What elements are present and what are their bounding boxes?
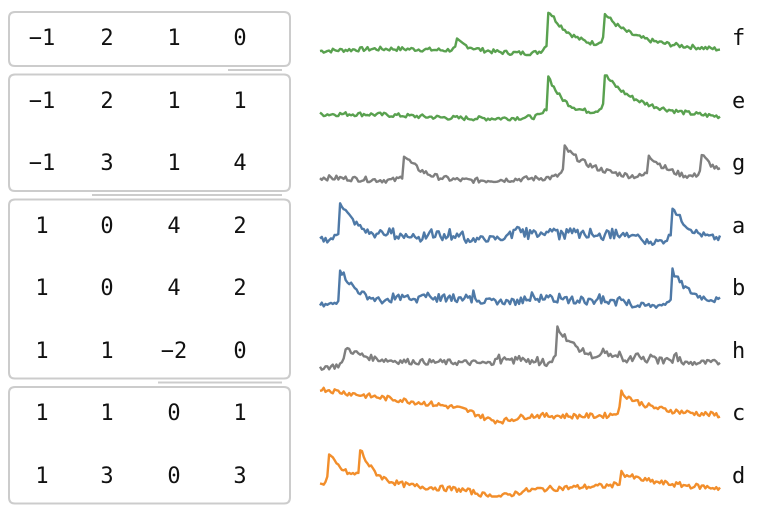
signal-trace-a [319,202,722,246]
trace-label: g [732,151,746,176]
signal-trace-f [319,11,721,57]
code-cell: 0 [100,213,114,239]
trace-label: e [732,88,746,114]
code-cell: 1 [233,401,247,426]
code-cell: 2 [233,213,247,239]
code-cell: 1 [167,26,181,51]
code-cell: 1 [100,338,114,364]
group-brackets [8,11,291,505]
code-cell: 1 [35,401,49,426]
code-cell: 1 [35,463,49,489]
signal-trace-g [319,144,721,184]
code-cell: 4 [233,151,247,176]
code-cell: 0 [233,26,247,51]
code-cell: 0 [167,463,181,489]
group-bracket [8,198,291,380]
code-cell: 4 [167,276,181,301]
code-cell: −1 [28,151,56,176]
signal-trace-b [318,267,721,309]
code-cell: 3 [100,151,114,176]
code-cell: 3 [233,463,247,489]
signal-trace-h [318,325,721,371]
trace-label: d [732,463,746,489]
trace-label: b [732,276,746,301]
code-cell: 1 [167,88,181,114]
code-cell: 2 [100,26,114,51]
code-cell: 2 [233,276,247,301]
code-cell: 1 [100,401,114,426]
code-cell: 1 [233,88,247,114]
code-cell: −2 [160,338,188,364]
code-cell: 4 [167,213,181,239]
code-cell: 1 [35,213,49,239]
trace-label: c [732,401,746,426]
signal-traces [318,11,722,498]
code-cell: −1 [28,88,56,114]
code-cell: 0 [233,338,247,364]
code-cell: 1 [35,276,49,301]
code-cell: −1 [28,26,56,51]
trace-label: h [732,338,746,364]
code-cell: 0 [100,276,114,301]
signal-trace-d [319,449,721,498]
code-cell: 1 [35,338,49,364]
signal-trace-c [319,386,721,425]
trace-label: a [732,213,746,239]
code-cell: 1 [167,151,181,176]
signal-trace-e [319,74,721,122]
group-bracket [8,386,291,505]
trace-label: f [732,26,746,51]
code-cell: 3 [100,463,114,489]
code-cell: 2 [100,88,114,114]
group-bracket [8,73,291,192]
group-bracket [8,11,291,67]
code-cell: 0 [167,401,181,426]
